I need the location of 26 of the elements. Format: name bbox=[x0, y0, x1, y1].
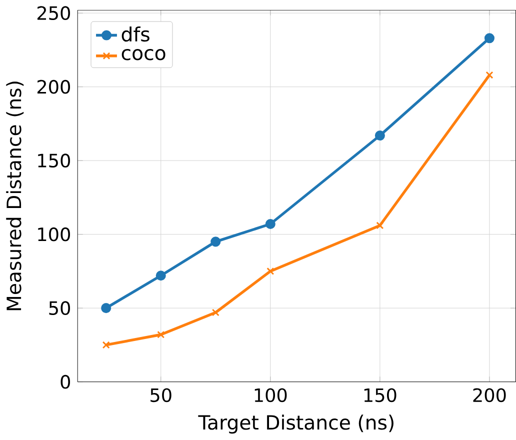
point bbox=[212, 308, 220, 316]
point bbox=[376, 222, 384, 230]
x-tick-label: 150 bbox=[364, 388, 396, 402]
y-tick-label: 250 bbox=[37, 6, 70, 20]
point bbox=[101, 303, 112, 314]
point bbox=[486, 71, 494, 79]
y-tick-label: 0 bbox=[60, 374, 70, 389]
x-tick-label: 200 bbox=[473, 388, 506, 402]
y-axis-title: Measured Distance (ns) bbox=[6, 82, 24, 310]
legend-label: dfs bbox=[122, 26, 150, 42]
x-tick-label: 100 bbox=[254, 388, 287, 402]
x-tick-label: 50 bbox=[150, 388, 172, 402]
point bbox=[102, 341, 110, 349]
point bbox=[210, 236, 221, 247]
y-tick-label: 100 bbox=[38, 228, 70, 242]
point bbox=[265, 219, 276, 230]
y-tick-label: 150 bbox=[38, 154, 70, 168]
y-tick-label: 200 bbox=[37, 80, 70, 94]
y-tick-label: 50 bbox=[49, 301, 70, 316]
point bbox=[266, 268, 274, 276]
point bbox=[484, 33, 494, 44]
legend-label: coco bbox=[122, 49, 166, 60]
point bbox=[156, 270, 166, 281]
x-axis-title: Target Distance (ns) bbox=[198, 414, 394, 434]
point bbox=[157, 330, 165, 339]
point bbox=[374, 130, 385, 141]
